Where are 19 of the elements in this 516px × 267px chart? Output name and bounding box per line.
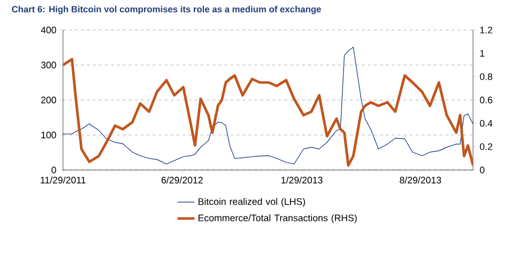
y2-tick-label: 0.2 xyxy=(480,143,492,150)
y2-tick-label: 0 xyxy=(480,166,484,174)
y-tick-label: 200 xyxy=(41,96,56,104)
y2-tick-label: 0.4 xyxy=(480,120,492,127)
y-tick-label: 300 xyxy=(41,62,56,68)
y2-tick-label: 1.2 xyxy=(480,26,492,34)
x-tick-label: 8/29/2013 xyxy=(400,176,442,184)
y-tick-label: 100 xyxy=(41,132,56,138)
legend-label: Ecommerce/Total Transactions (RHS) xyxy=(198,214,357,224)
legend-label: Bitcoin realized vol (LHS) xyxy=(198,198,306,207)
y2-tick-label: 0.8 xyxy=(480,73,492,80)
y2-tick-label: 0.6 xyxy=(480,96,492,104)
x-tick-label: 11/29/2011 xyxy=(40,176,86,184)
x-tick-label: 6/29/2012 xyxy=(162,176,203,184)
y2-tick-label: 1 xyxy=(480,50,484,57)
chart-title: Chart 6: High Bitcoin vol compromises its role as a medium of exchange xyxy=(12,6,321,14)
x-tick-label: 1/29/2013 xyxy=(282,176,322,184)
y-tick-label: 400 xyxy=(40,26,56,34)
y-tick-label: 0 xyxy=(52,166,56,174)
